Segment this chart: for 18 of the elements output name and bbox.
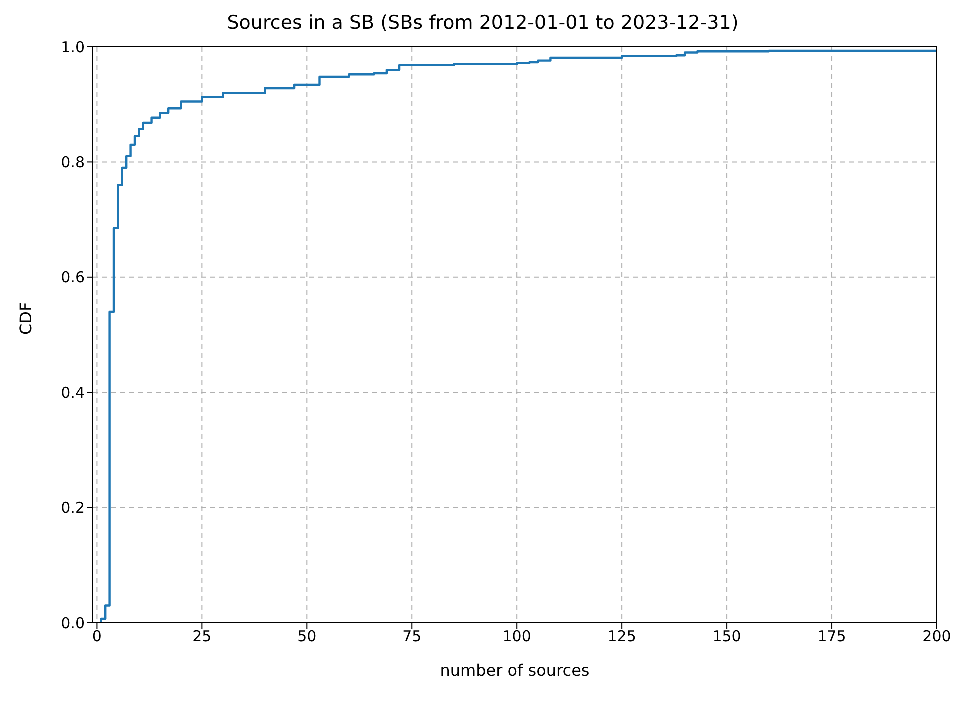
y-tick-label: 0.6 (61, 268, 85, 287)
y-tick-label: 0.8 (61, 154, 85, 172)
y-axis-title: CDF (16, 302, 36, 335)
y-tick-label: 0.2 (61, 499, 85, 518)
x-tick-label: 150 (712, 628, 742, 646)
x-tick-label: 200 (922, 628, 952, 646)
x-axis-title: number of sources (440, 661, 590, 680)
x-tick-label: 75 (402, 628, 422, 646)
x-tick-label: 175 (818, 628, 846, 646)
y-tick-label: 1.0 (61, 38, 85, 56)
x-tick-label: 25 (192, 628, 212, 646)
x-tick-label: 125 (608, 628, 636, 646)
y-tick-label: 0.0 (61, 614, 85, 632)
x-tick-label: 50 (298, 628, 317, 646)
y-tick-label: 0.4 (61, 384, 85, 402)
x-tick-label: 100 (502, 628, 532, 646)
x-tick-label: 0 (92, 628, 102, 646)
chart-title: Sources in a SB (SBs from 2012-01-01 to 2023-12-31) (226, 11, 740, 36)
